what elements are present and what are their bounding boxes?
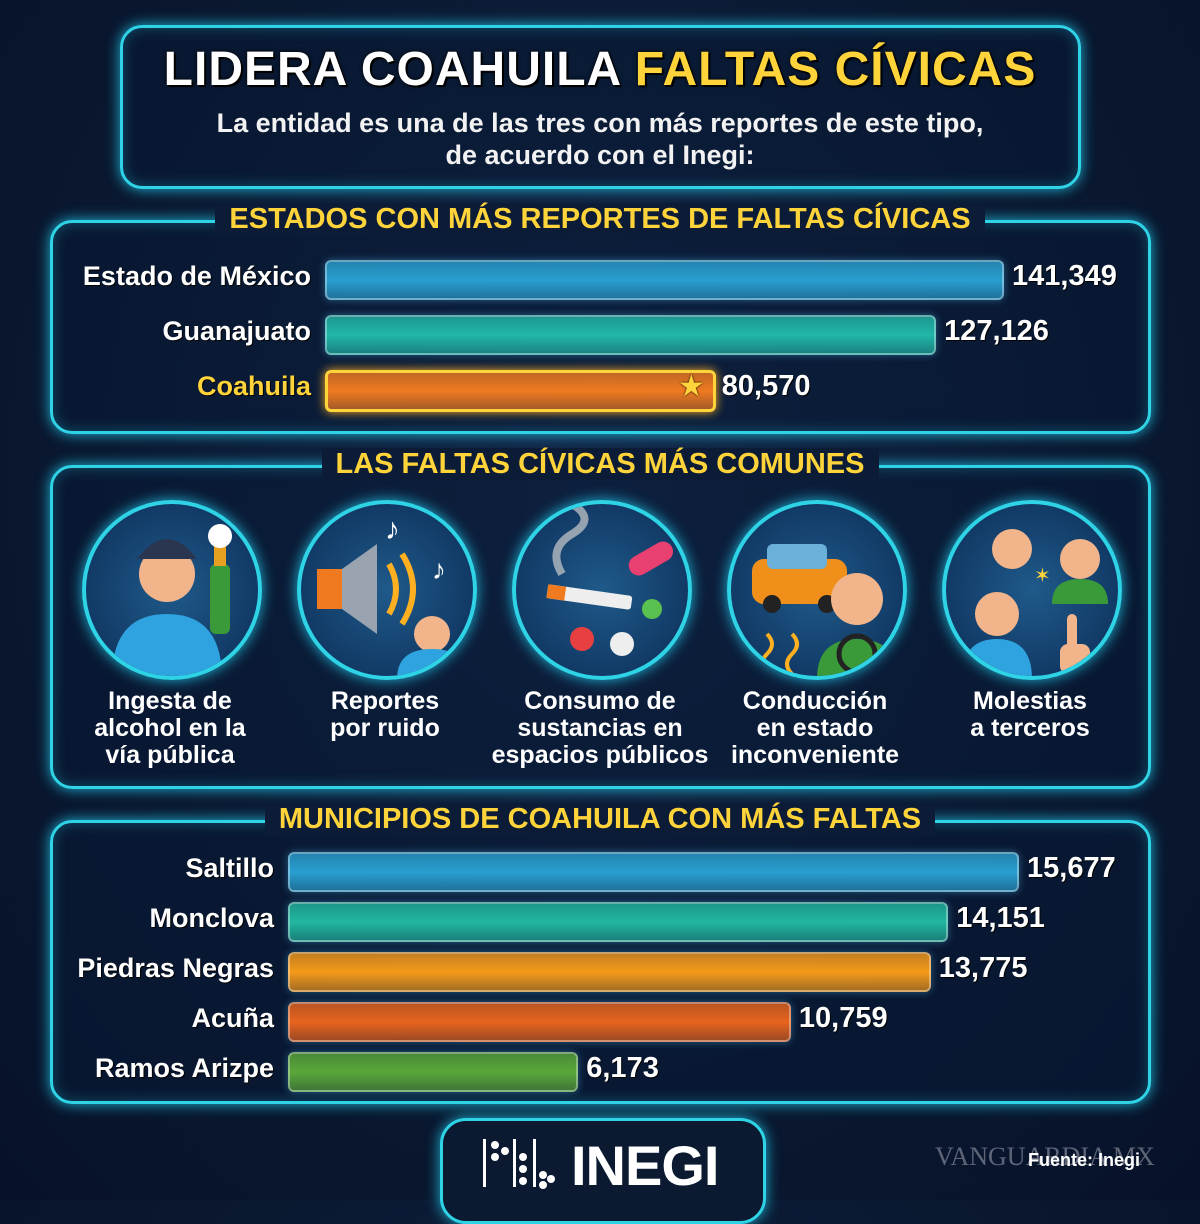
bar-label: Piedras Negras: [77, 953, 274, 983]
bar: ★: [325, 370, 716, 412]
bar-label: Monclova: [149, 903, 274, 933]
inegi-logo-text: INEGI: [571, 1134, 719, 1197]
bar-value: 10,759: [798, 1002, 888, 1034]
impaired-driver-car-icon: [727, 500, 907, 680]
bar: [325, 260, 1004, 300]
inegi-logo: INEGI: [440, 1118, 766, 1224]
svg-text:✶: ✶: [1034, 565, 1051, 587]
bar-value: 14,151: [956, 902, 1045, 934]
svg-text:♪: ♪: [432, 554, 446, 585]
common-heading: LAS FALTAS CÍVICAS MÁS COMUNES: [0, 448, 1200, 481]
label-line: Consumo de: [524, 687, 676, 715]
subtitle-line2: de acuerdo con el Inegi:: [445, 140, 755, 170]
label-line: Reportes: [330, 687, 440, 715]
bar-value: 15,677: [1027, 852, 1116, 884]
label-line: en estado: [756, 714, 874, 742]
impaired-driver-car-icon-graphic: [752, 544, 897, 676]
svg-text:♪: ♪: [385, 513, 400, 546]
bar-value: 141,349: [1012, 260, 1117, 292]
bar: [288, 1002, 791, 1042]
cigarette-pills-icon-graphic: [546, 504, 673, 656]
inegi-dots-icon: [483, 1139, 555, 1189]
common-item-label: Ingesta de alcohol en la vía pública: [60, 688, 280, 769]
label-line: espacios públicos: [491, 741, 709, 769]
people-arguing-icon: ✶: [942, 500, 1122, 680]
loudspeaker-noise-icon-graphic: ♪♪: [317, 513, 467, 676]
bar-label: Estado de México: [82, 261, 311, 291]
states-heading: ESTADOS CON MÁS REPORTES DE FALTAS CÍVIC…: [0, 203, 1200, 236]
label-line: sustancias en: [517, 714, 683, 742]
bar: [288, 952, 931, 992]
bar: [288, 1052, 579, 1092]
common-heading-text: LAS FALTAS CÍVICAS MÁS COMUNES: [321, 448, 879, 480]
label-line: inconveniente: [730, 741, 900, 769]
bar-value: 6,173: [586, 1052, 659, 1084]
bar-label: Guanajuato: [162, 316, 311, 346]
bar-value: 80,570: [721, 370, 811, 402]
common-item-label: Molestias a terceros: [920, 688, 1140, 742]
states-heading-text: ESTADOS CON MÁS REPORTES DE FALTAS CÍVIC…: [215, 203, 985, 235]
bar-label: Saltillo: [185, 853, 274, 883]
header-panel: [120, 25, 1081, 189]
star-icon: ★: [677, 370, 705, 403]
loudspeaker-noise-icon: ♪ ♪: [297, 500, 477, 680]
bar-value: 13,775: [938, 952, 1028, 984]
bar: [288, 852, 1019, 892]
title-highlight: FALTAS CÍVICAS: [634, 43, 1037, 96]
cigarette-pills-icon: [512, 500, 692, 680]
person-drinking-beer-icon-graphic: [112, 524, 232, 676]
label-line: Ingesta de: [108, 687, 232, 715]
municipios-heading-text: MUNICIPIOS DE COAHUILA CON MÁS FALTAS: [264, 803, 936, 835]
label-line: a terceros: [970, 714, 1090, 742]
common-item-label: Reportes por ruido: [275, 688, 495, 742]
municipios-heading: MUNICIPIOS DE COAHUILA CON MÁS FALTAS: [0, 803, 1200, 836]
title-part1: LIDERA COAHUILA: [163, 43, 621, 96]
person-drinking-beer-icon: [82, 500, 262, 680]
bar-label: Acuña: [191, 1003, 274, 1033]
watermark: VANGUARDIA MX: [935, 1142, 1155, 1171]
label-line: Molestias: [973, 687, 1087, 715]
bar-label: Coahuila: [196, 371, 311, 401]
bar: [288, 902, 949, 942]
label-line: vía pública: [105, 741, 235, 769]
label-line: por ruido: [330, 714, 440, 742]
subtitle-line1: La entidad es una de las tres con más re…: [216, 108, 984, 138]
common-item-label: Consumo de sustancias en espacios públicos: [490, 688, 710, 769]
source-note: Fuente: Inegi: [1028, 1150, 1140, 1170]
label-line: alcohol en la: [94, 714, 246, 742]
page-title: LIDERA COAHUILA FALTAS CÍVICAS: [120, 42, 1080, 97]
bar-label: Ramos Arizpe: [94, 1053, 274, 1083]
people-arguing-icon-graphic: ✶: [962, 529, 1108, 676]
bar-value: 127,126: [944, 315, 1049, 347]
label-line: Conducción: [742, 687, 888, 715]
common-item-label: Conducción en estado inconveniente: [705, 688, 925, 769]
bar: [325, 315, 937, 355]
